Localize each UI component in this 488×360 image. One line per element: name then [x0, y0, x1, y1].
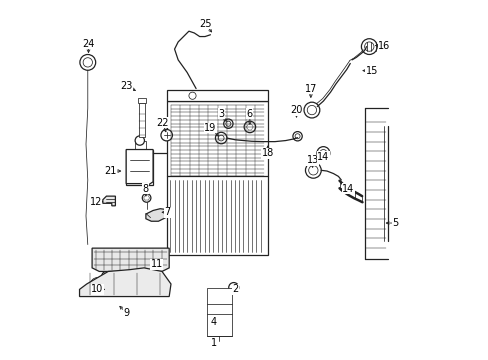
Polygon shape: [80, 268, 171, 297]
Text: 18: 18: [261, 148, 273, 158]
Circle shape: [316, 147, 329, 159]
Text: 10: 10: [91, 284, 103, 294]
Bar: [137, 98, 146, 103]
Polygon shape: [145, 209, 167, 221]
Text: 23: 23: [120, 81, 132, 91]
Text: 1: 1: [210, 338, 217, 348]
Circle shape: [304, 102, 319, 118]
Circle shape: [361, 39, 376, 54]
Circle shape: [218, 135, 224, 141]
Text: 20: 20: [290, 105, 302, 115]
Text: 24: 24: [82, 39, 95, 49]
Circle shape: [215, 132, 226, 144]
Text: 6: 6: [246, 109, 252, 119]
Text: 14: 14: [317, 152, 329, 162]
Circle shape: [188, 92, 196, 99]
Circle shape: [135, 136, 144, 145]
Circle shape: [102, 271, 111, 281]
Bar: [139, 103, 145, 137]
Text: 8: 8: [142, 184, 149, 194]
Circle shape: [228, 283, 238, 293]
Circle shape: [364, 42, 373, 51]
Text: 14: 14: [342, 184, 354, 194]
Circle shape: [292, 132, 302, 141]
Text: 7: 7: [164, 207, 170, 217]
Circle shape: [139, 275, 152, 288]
Text: 4: 4: [210, 317, 217, 327]
Circle shape: [113, 273, 128, 289]
Circle shape: [80, 54, 96, 70]
Text: 19: 19: [204, 123, 216, 133]
Circle shape: [244, 121, 255, 133]
Circle shape: [305, 162, 321, 178]
Text: 25: 25: [199, 19, 211, 29]
Text: 12: 12: [89, 197, 102, 207]
Text: 15: 15: [365, 66, 377, 76]
Polygon shape: [126, 149, 153, 185]
Text: 9: 9: [123, 308, 129, 318]
Text: 17: 17: [304, 84, 316, 94]
Circle shape: [294, 134, 300, 139]
Text: 5: 5: [391, 218, 397, 228]
Circle shape: [223, 119, 233, 129]
Text: 13: 13: [306, 155, 318, 165]
Bar: [126, 149, 153, 185]
Bar: [167, 101, 267, 255]
Circle shape: [308, 166, 317, 175]
Circle shape: [90, 278, 104, 292]
Text: 11: 11: [150, 259, 163, 269]
Circle shape: [83, 58, 92, 67]
Text: 2: 2: [232, 284, 238, 294]
Text: 21: 21: [103, 166, 116, 176]
Circle shape: [306, 105, 316, 115]
Circle shape: [161, 130, 172, 141]
Polygon shape: [102, 196, 115, 206]
Text: 3: 3: [218, 109, 224, 119]
Circle shape: [225, 121, 230, 126]
Bar: [135, 140, 145, 149]
Text: 16: 16: [377, 41, 390, 50]
Bar: [167, 90, 267, 101]
Polygon shape: [92, 248, 169, 271]
Bar: [206, 288, 231, 336]
Circle shape: [319, 149, 326, 157]
Text: 22: 22: [156, 118, 168, 128]
Circle shape: [142, 194, 151, 202]
